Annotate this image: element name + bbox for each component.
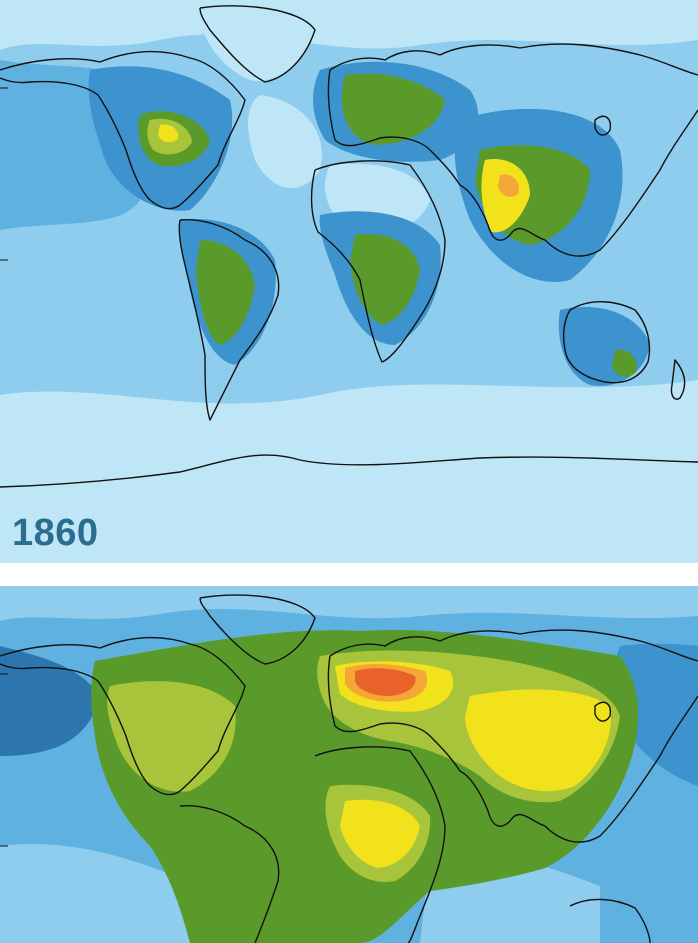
india-hotspot-2 xyxy=(498,174,519,197)
coastline-japan xyxy=(594,701,612,722)
southern-mid-band xyxy=(0,298,698,404)
coastline-japan xyxy=(594,115,612,136)
south-america-green xyxy=(196,240,255,345)
coastline-africa xyxy=(310,160,446,363)
coastline-antarctica xyxy=(0,454,698,488)
year-label: 1860 xyxy=(12,512,99,554)
europe-green xyxy=(341,73,445,145)
pacific-dark-east xyxy=(615,643,698,786)
greenland-pale xyxy=(200,15,310,81)
coastline-africa xyxy=(314,746,446,943)
map-panel-recent xyxy=(0,586,698,943)
map-recent xyxy=(0,586,698,943)
coastlines-1860 xyxy=(0,5,698,488)
map-panel-1860: 1860 xyxy=(0,0,698,563)
coastlines-recent xyxy=(0,594,698,943)
northern-pale-band xyxy=(0,0,698,50)
map-1860 xyxy=(0,0,698,563)
asia-yellow xyxy=(465,689,611,792)
na-hotspot-2 xyxy=(158,124,179,143)
pacific-dark-west xyxy=(0,646,100,756)
coastline-north-america xyxy=(0,50,246,210)
coastline-australia xyxy=(562,301,651,384)
na-yellowgreen xyxy=(107,681,236,792)
coastline-eurasia xyxy=(327,43,698,257)
coastline-south-america xyxy=(178,218,280,421)
northern-pale-band xyxy=(0,586,698,621)
coastline-australia xyxy=(569,898,651,943)
north-atlantic-pale xyxy=(248,95,322,189)
australia-green xyxy=(612,349,637,377)
coastline-north-america xyxy=(0,636,246,796)
africa-green xyxy=(350,234,420,325)
coastline-new-zealand xyxy=(670,359,686,400)
europe-red xyxy=(355,668,416,696)
south-pacific-pale xyxy=(0,844,200,943)
coastline-south-america xyxy=(179,804,280,943)
coastline-greenland xyxy=(199,594,316,665)
africa-yellow xyxy=(340,799,420,868)
coastline-greenland xyxy=(199,5,316,83)
coastline-eurasia xyxy=(327,629,698,843)
